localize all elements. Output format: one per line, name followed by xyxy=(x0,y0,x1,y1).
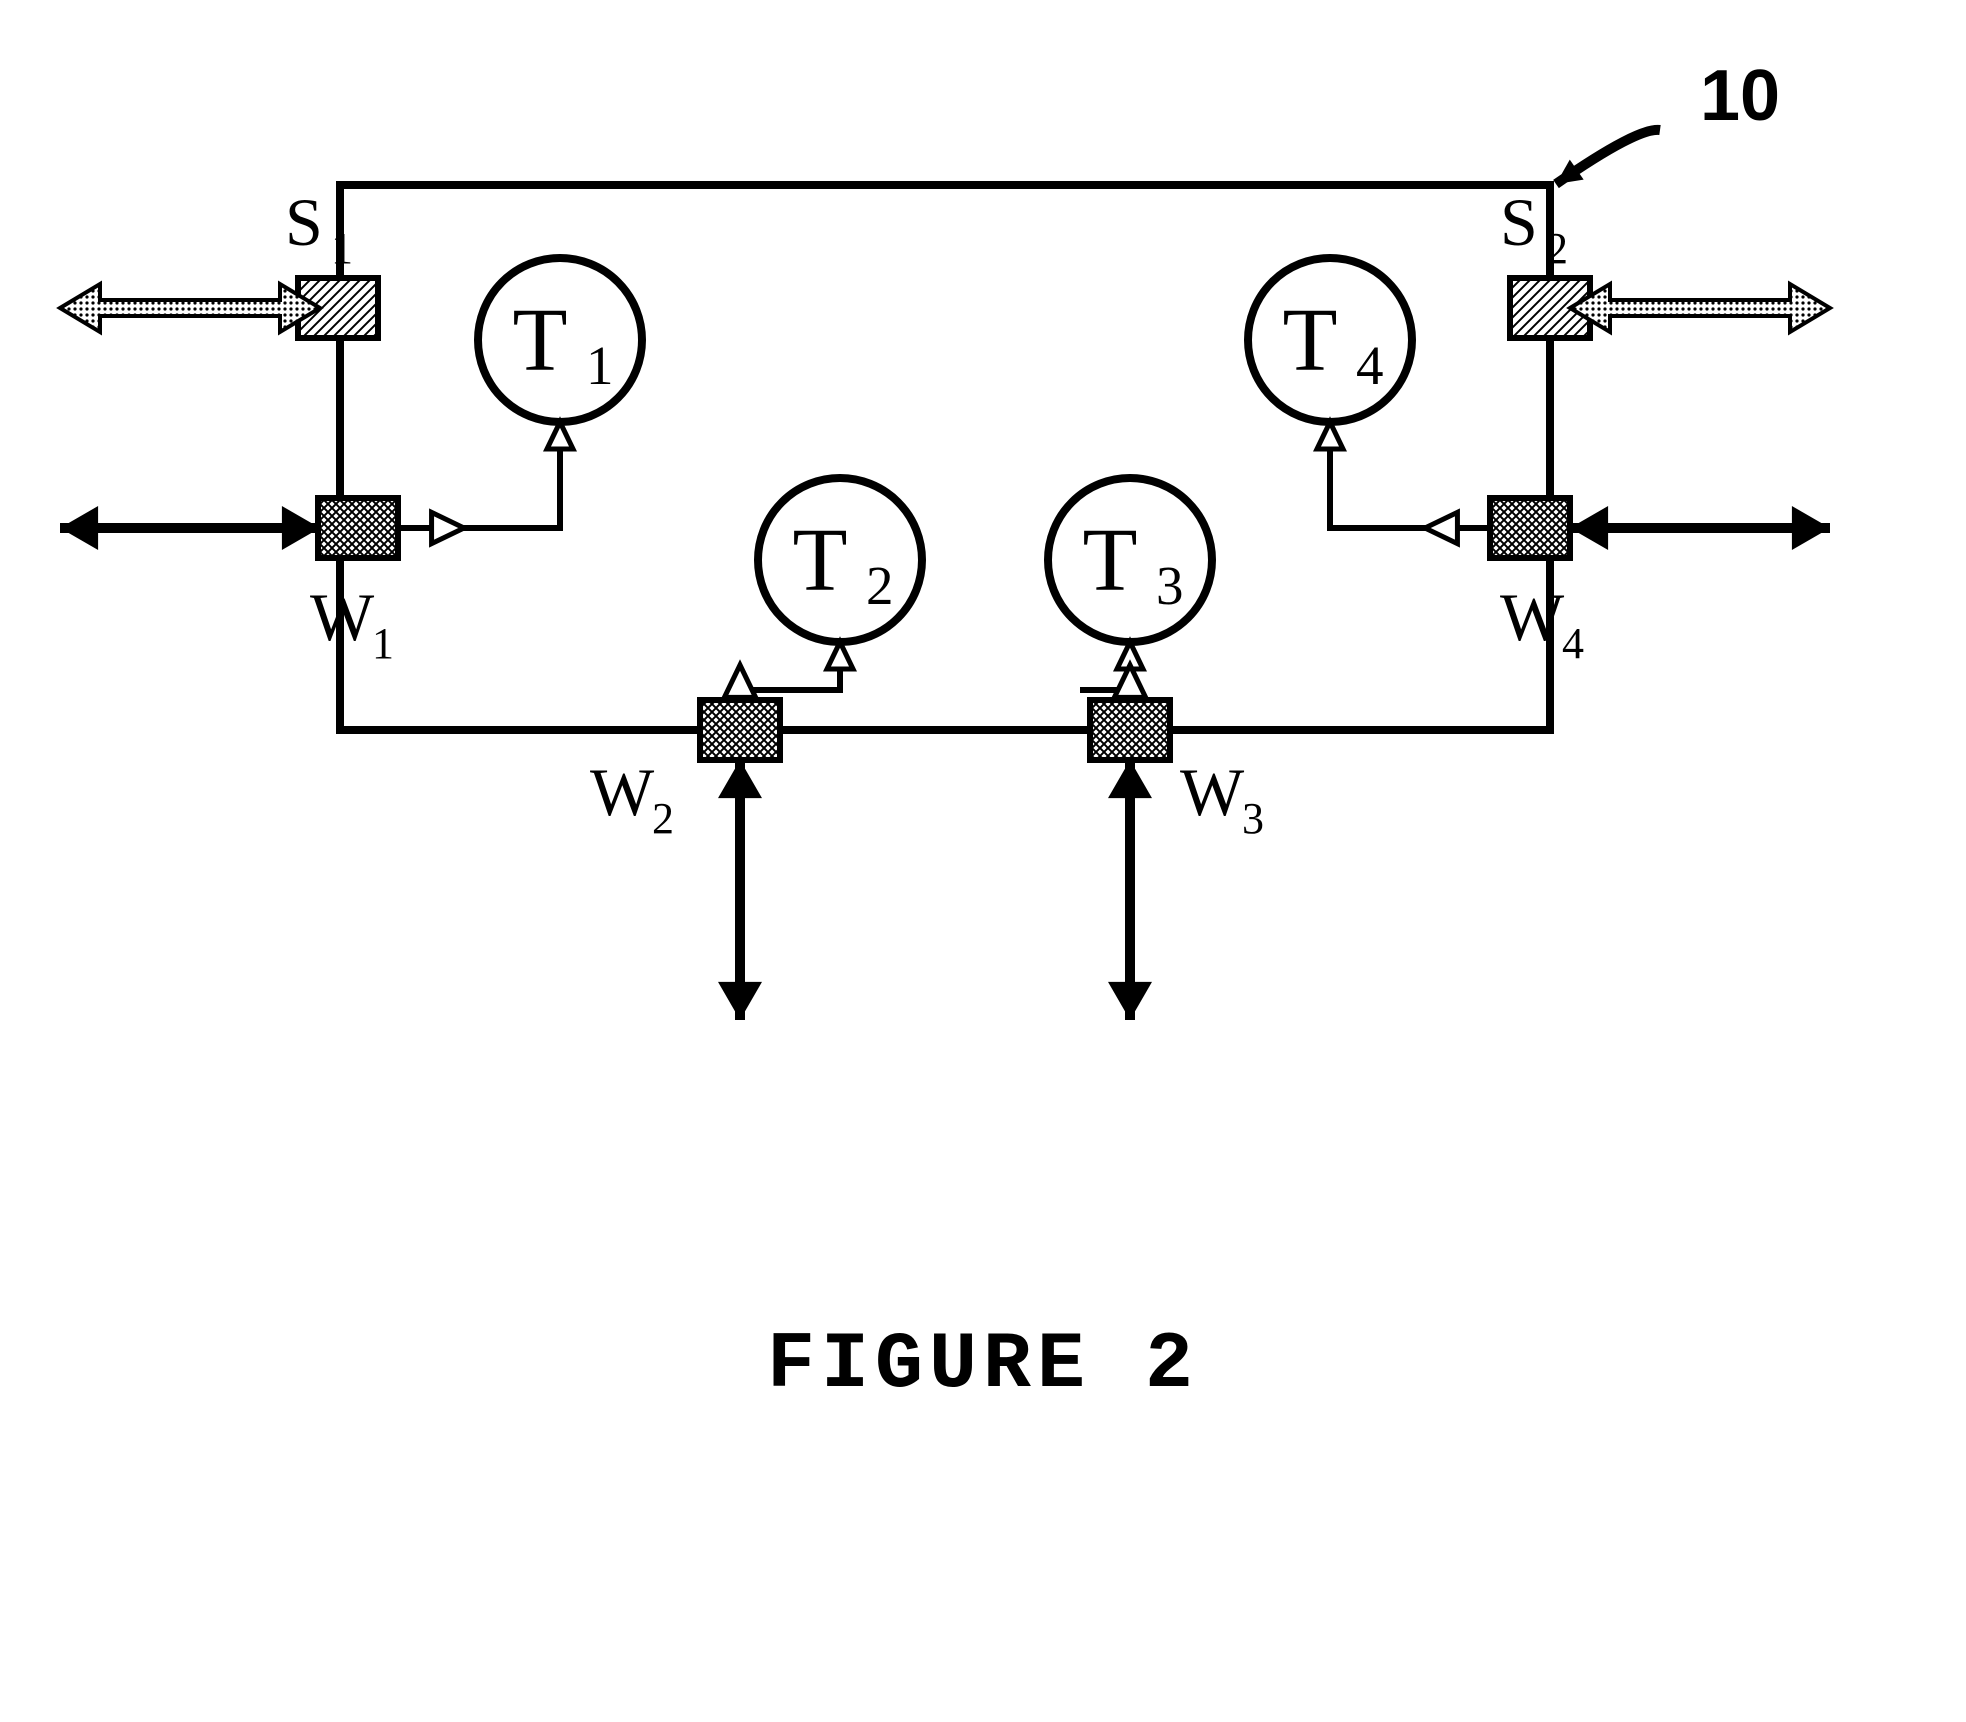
port-box xyxy=(318,498,398,558)
ext-arrow xyxy=(1570,506,1830,550)
port-w1: W1 xyxy=(310,498,398,668)
connector-head xyxy=(827,642,853,669)
ext-arrow xyxy=(60,284,320,332)
ref-label: 10 xyxy=(1700,56,1780,136)
port-label-main: W xyxy=(310,579,375,655)
diagram-layer: 10T1T2T3T4S1W1W2W3S2W4 xyxy=(60,56,1830,1020)
arrow-head xyxy=(1570,506,1608,550)
port-label-sub: 4 xyxy=(1562,619,1584,668)
figure-caption-text: FIGURE 2 xyxy=(767,1320,1199,1411)
arrow-head xyxy=(60,506,98,550)
connector-head xyxy=(432,512,464,543)
port-label-main: W xyxy=(590,754,655,830)
ext-arrow xyxy=(718,760,762,1020)
connector-head xyxy=(1425,512,1457,543)
port-label-main: S xyxy=(1500,184,1538,260)
port-label-main: W xyxy=(1180,754,1245,830)
arrow-head xyxy=(718,760,762,798)
arrow-head xyxy=(1108,982,1152,1020)
arrow-head xyxy=(718,982,762,1020)
port-box xyxy=(1090,700,1170,760)
port-label-sub: 3 xyxy=(1242,794,1264,843)
port-label-sub: 2 xyxy=(1546,224,1568,273)
port-label-main: W xyxy=(1500,579,1565,655)
connector-w2-t2 xyxy=(724,642,853,700)
port-w4: W4 xyxy=(1490,498,1584,668)
node-label-sub: 3 xyxy=(1156,555,1184,616)
ext-arrow xyxy=(1108,760,1152,1020)
figure-stage: 10T1T2T3T4S1W1W2W3S2W4 FIGURE 2 xyxy=(0,0,1966,1722)
node-label-sub: 1 xyxy=(586,335,614,396)
node-label-sub: 4 xyxy=(1356,335,1384,396)
arrow-head xyxy=(1108,760,1152,798)
node-t1: T1 xyxy=(478,258,642,422)
arrow-head xyxy=(1792,506,1830,550)
node-label-main: T xyxy=(1083,511,1138,610)
node-t2: T2 xyxy=(758,478,922,642)
port-label-sub: 2 xyxy=(652,794,674,843)
connector-head xyxy=(1317,422,1343,449)
port-box xyxy=(700,700,780,760)
connector-line xyxy=(1330,422,1490,528)
port-w2: W2 xyxy=(590,700,780,843)
arrow-outline xyxy=(60,284,320,332)
connector-w1-t1 xyxy=(398,422,573,544)
port-label-sub: 1 xyxy=(331,224,353,273)
connector-line xyxy=(398,422,560,528)
connector-head xyxy=(547,422,573,449)
ext-arrow xyxy=(1570,284,1830,332)
port-s2: S2 xyxy=(1500,184,1590,338)
port-label-main: S xyxy=(285,184,323,260)
arrow-outline xyxy=(1570,284,1830,332)
node-label-main: T xyxy=(513,291,568,390)
figure-caption: FIGURE 2 xyxy=(0,1320,1966,1411)
connector-w4-t4 xyxy=(1317,422,1490,544)
connector-head xyxy=(724,665,755,697)
ext-arrow xyxy=(60,506,320,550)
node-t4: T4 xyxy=(1248,258,1412,422)
connector-w3-t3 xyxy=(1080,642,1146,700)
node-label-main: T xyxy=(1283,291,1338,390)
node-label-main: T xyxy=(793,511,848,610)
node-label-sub: 2 xyxy=(866,555,894,616)
port-box xyxy=(1490,498,1570,558)
port-label-sub: 1 xyxy=(372,619,394,668)
port-w3: W3 xyxy=(1090,700,1264,843)
node-t3: T3 xyxy=(1048,478,1212,642)
arrow-head xyxy=(282,506,320,550)
diagram-svg: 10T1T2T3T4S1W1W2W3S2W4 xyxy=(0,0,1966,1722)
